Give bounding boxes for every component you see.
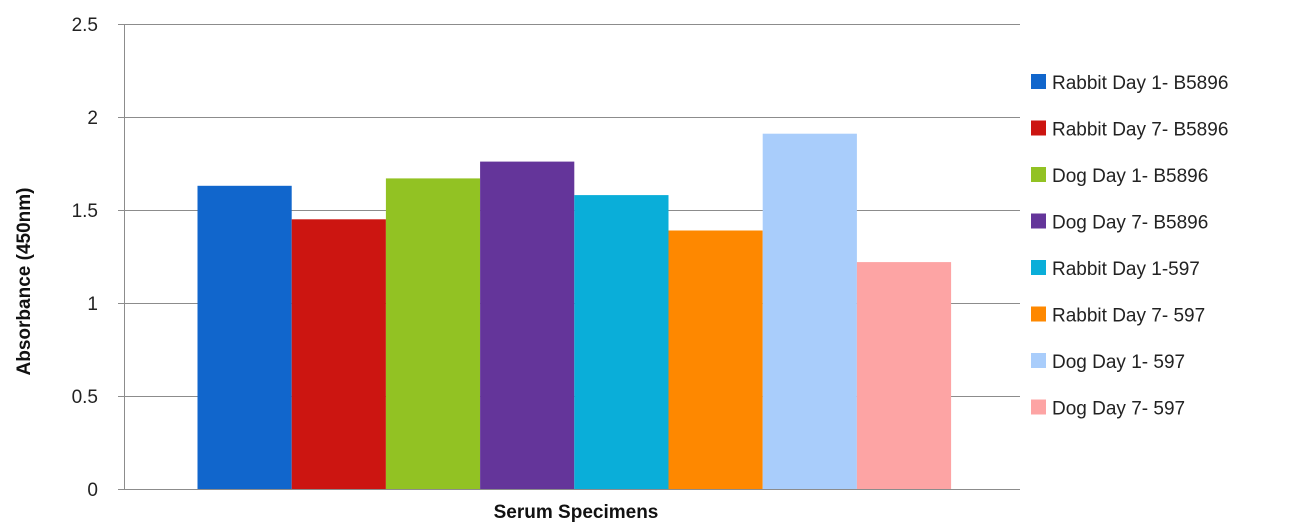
legend-swatch — [1031, 399, 1046, 415]
y-tick-label: 0 — [87, 480, 98, 501]
bar-1 — [197, 185, 292, 490]
bar-3 — [385, 178, 481, 489]
y-tick-labels: 0 0.5 1 1.5 2 2.5 — [72, 15, 124, 501]
y-tick-label: 2 — [87, 108, 98, 129]
legend-swatch — [1031, 306, 1046, 322]
legend-swatch — [1031, 74, 1046, 89]
bar-4 — [480, 161, 575, 489]
bar-2 — [291, 219, 386, 490]
legend-label: Dog Day 7- B5896 — [1052, 213, 1208, 234]
legend: Rabbit Day 1- B5896 Rabbit Day 7- B5896 Do… — [1031, 73, 1228, 420]
y-axis-title: Absorbance (450nm) — [14, 188, 35, 376]
bar-7 — [762, 133, 857, 489]
legend-swatch — [1031, 167, 1046, 182]
legend-label: Rabbit Day 7- B5896 — [1052, 120, 1228, 141]
y-tick-label: 1.5 — [72, 201, 98, 222]
bar-5 — [574, 195, 669, 489]
legend-label: Rabbit Day 1- B5896 — [1052, 73, 1228, 94]
y-tick-label: 1 — [87, 294, 98, 315]
bar-6 — [668, 230, 763, 489]
legend-swatch — [1031, 120, 1046, 136]
legend-label: Rabbit Day 1-597 — [1052, 259, 1200, 280]
y-tick-label: 0.5 — [72, 387, 98, 408]
legend-label: Dog Day 1- 597 — [1052, 352, 1185, 373]
axes — [124, 24, 1020, 490]
y-tick-label: 2.5 — [72, 15, 98, 36]
bar-8 — [856, 262, 952, 489]
legend-swatch — [1031, 353, 1046, 368]
legend-swatch — [1031, 213, 1046, 229]
legend-swatch — [1031, 260, 1046, 275]
x-axis-title: Serum Specimens — [494, 502, 659, 523]
legend-label: Rabbit Day 7- 597 — [1052, 306, 1205, 327]
legend-label: Dog Day 7- 597 — [1052, 399, 1185, 420]
bars — [197, 133, 952, 490]
legend-label: Dog Day 1- B5896 — [1052, 166, 1208, 187]
